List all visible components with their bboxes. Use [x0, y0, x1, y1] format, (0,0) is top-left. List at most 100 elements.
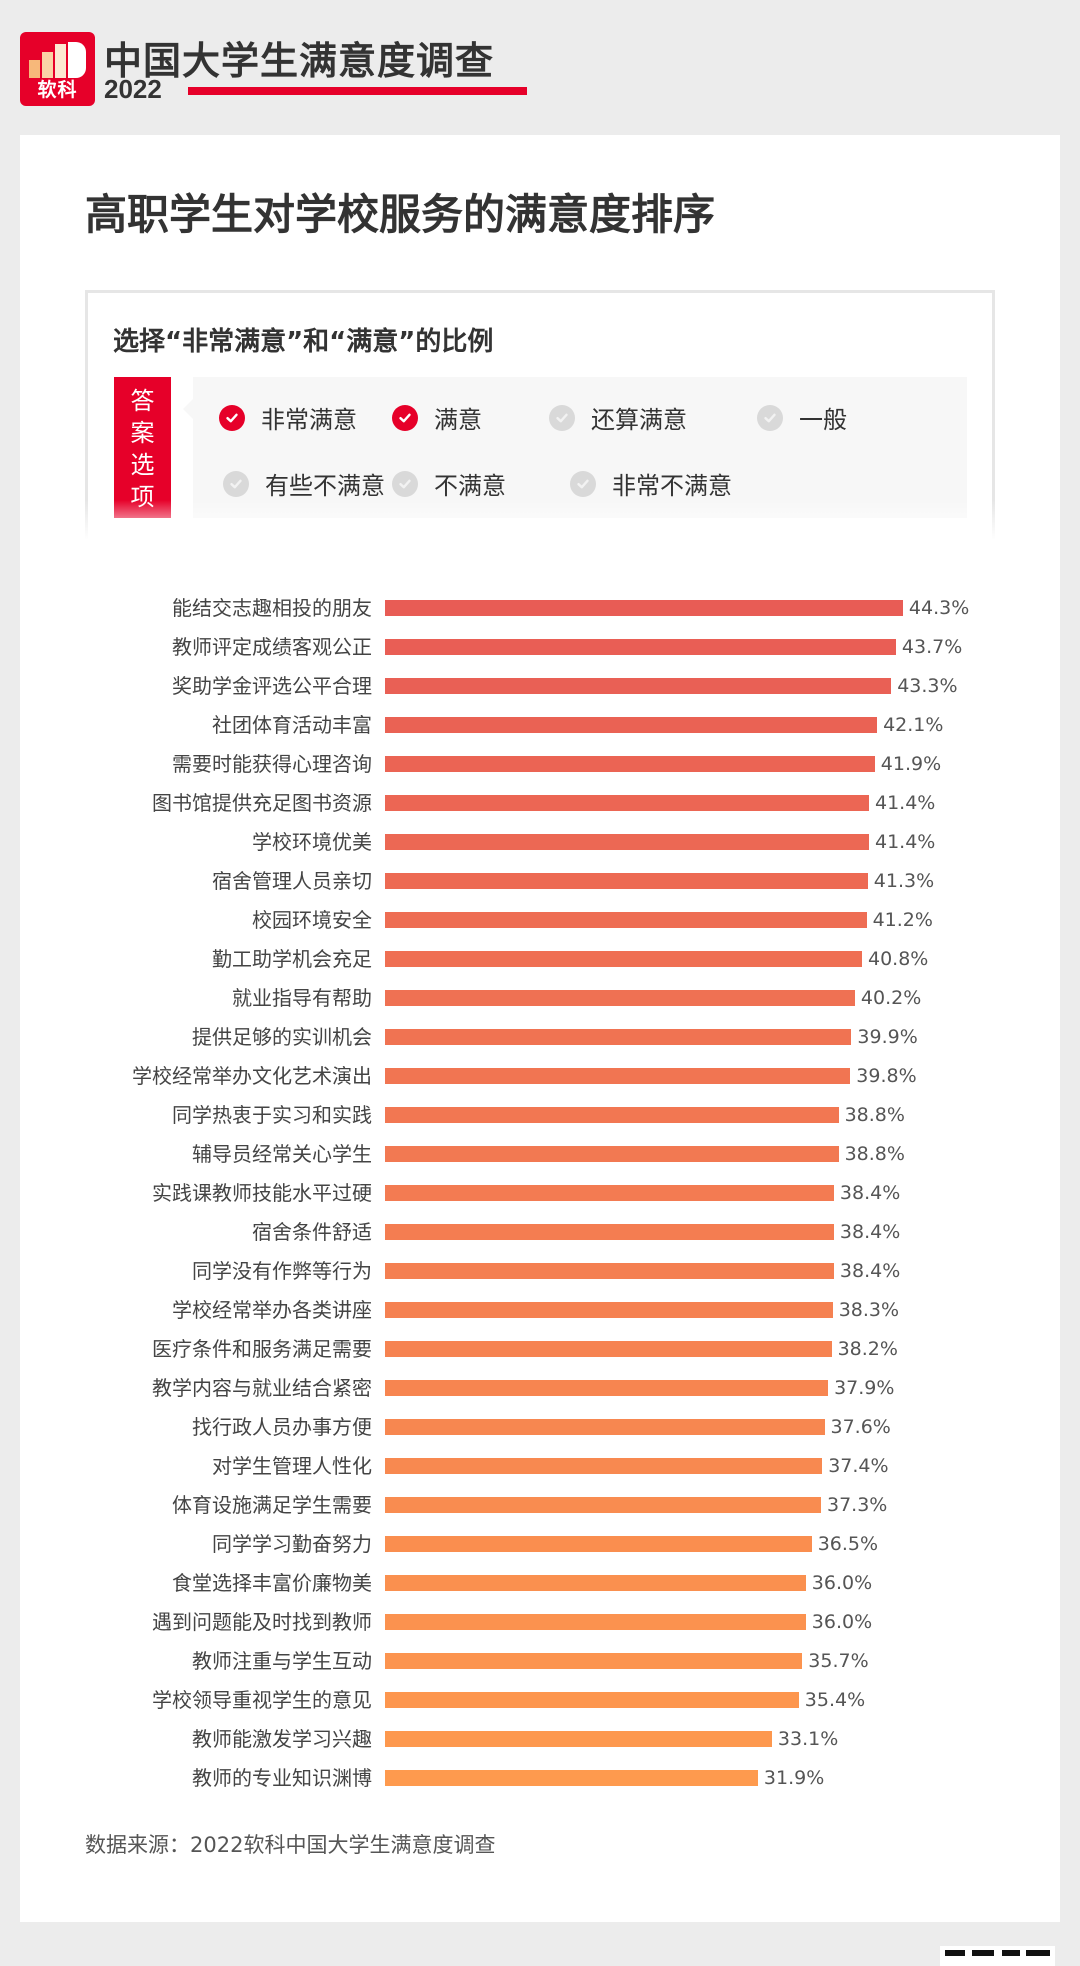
category-label: 找行政人员办事方便	[192, 1415, 372, 1439]
chart-row: 图书馆提供充足图书资源 41.4%	[20, 788, 1060, 818]
answer-option: 有些不满意	[223, 466, 385, 501]
answer-option-label: 非常不满意	[612, 472, 732, 500]
chart-row: 同学没有作弊等行为 38.4%	[20, 1256, 1060, 1286]
chart-row: 提供足够的实训机会 39.9%	[20, 1022, 1060, 1052]
logo-text: 软科	[37, 79, 78, 101]
answer-option-label: 满意	[434, 406, 482, 434]
category-label: 遇到问题能及时找到教师	[152, 1610, 372, 1634]
value-label: 38.4%	[839, 1221, 901, 1243]
data-bar	[385, 912, 867, 928]
category-label: 图书馆提供充足图书资源	[152, 791, 372, 815]
answer-option-label: 还算满意	[591, 406, 687, 434]
data-source: 数据来源：2022软科中国大学生满意度调查	[85, 1833, 496, 1857]
chart-row: 辅导员经常关心学生 38.8%	[20, 1139, 1060, 1169]
chart-row: 能结交志趣相投的朋友 44.3%	[20, 593, 1060, 623]
chart-row: 找行政人员办事方便 37.6%	[20, 1412, 1060, 1442]
chart-row: 体育设施满足学生需要 37.3%	[20, 1490, 1060, 1520]
category-label: 需要时能获得心理咨询	[172, 752, 372, 776]
category-label: 社团体育活动丰富	[212, 713, 372, 737]
chart-row: 校园环境安全 41.2%	[20, 905, 1060, 935]
options-tag-char: 案	[130, 419, 155, 447]
answer-option-label: 有些不满意	[265, 472, 385, 500]
content-card: 高职学生对学校服务的满意度排序 选择“非常满意”和“满意”的比例 答 案 选 项…	[20, 135, 1060, 1922]
options-tag-char: 项	[130, 483, 155, 511]
category-label: 教师评定成绩客观公正	[172, 635, 372, 659]
value-label: 33.1%	[777, 1728, 839, 1750]
data-bar	[385, 990, 855, 1006]
chart-row: 同学热衷于实习和实践 38.8%	[20, 1100, 1060, 1130]
value-label: 37.9%	[834, 1377, 895, 1399]
data-bar	[385, 1770, 758, 1786]
value-label: 38.3%	[838, 1299, 900, 1321]
logo-bar-icon	[42, 52, 53, 78]
answer-option-label: 非常满意	[261, 406, 357, 434]
data-bar	[385, 1146, 839, 1162]
chart-row: 遇到问题能及时找到教师 36.0%	[20, 1607, 1060, 1637]
category-label: 学校经常举办文化艺术演出	[132, 1064, 372, 1088]
data-bar	[385, 1302, 833, 1318]
chart-row: 需要时能获得心理咨询 41.9%	[20, 749, 1060, 779]
category-label: 教师的专业知识渊博	[192, 1766, 372, 1790]
data-bar	[385, 1263, 834, 1279]
data-bar	[385, 1692, 799, 1708]
data-bar	[385, 678, 892, 694]
answer-option: 满意	[392, 400, 482, 435]
value-label: 38.8%	[844, 1143, 905, 1165]
answer-option-label: 一般	[799, 406, 847, 434]
data-bar	[385, 1614, 806, 1630]
chart-row: 对学生管理人性化 37.4%	[20, 1451, 1060, 1481]
check-circle-inactive-icon	[570, 470, 596, 497]
answer-option: 非常满意	[219, 400, 357, 435]
data-bar	[385, 639, 896, 655]
data-bar	[385, 1575, 806, 1591]
data-bar	[385, 834, 869, 850]
chart-row: 社团体育活动丰富 42.1%	[20, 710, 1060, 740]
category-label: 同学热衷于实习和实践	[172, 1103, 372, 1127]
value-label: 44.3%	[908, 597, 970, 619]
data-bar	[385, 795, 869, 811]
value-label: 41.2%	[872, 909, 933, 931]
check-circle-inactive-icon	[392, 470, 418, 497]
value-label: 38.4%	[839, 1260, 901, 1282]
value-label: 37.6%	[830, 1416, 891, 1438]
category-label: 勤工助学机会充足	[212, 947, 372, 971]
chart-row: 医疗条件和服务满足需要 38.2%	[20, 1334, 1060, 1364]
chart-row: 教师的专业知识渊博 31.9%	[20, 1763, 1060, 1793]
chart-row: 教师注重与学生互动 35.7%	[20, 1646, 1060, 1676]
value-label: 38.4%	[839, 1182, 901, 1204]
data-bar	[385, 1185, 834, 1201]
data-bar	[385, 1497, 821, 1513]
data-bar	[385, 1536, 812, 1552]
category-label: 校园环境安全	[252, 908, 372, 932]
category-label: 同学学习勤奋努力	[212, 1532, 372, 1556]
data-bar	[385, 1731, 772, 1747]
brand-title: 中国大学生满意度调查	[104, 39, 495, 83]
value-label: 31.9%	[763, 1767, 825, 1789]
chart-row: 学校环境优美 41.4%	[20, 827, 1060, 857]
data-bar	[385, 756, 875, 772]
category-label: 实践课教师技能水平过硬	[152, 1181, 372, 1205]
answer-option: 不满意	[392, 466, 506, 501]
category-label: 辅导员经常关心学生	[192, 1142, 372, 1166]
value-label: 37.3%	[827, 1494, 888, 1516]
category-label: 学校环境优美	[252, 830, 372, 854]
logo-r-icon	[68, 42, 86, 78]
category-label: 提供足够的实训机会	[192, 1025, 372, 1049]
chart-row: 教师评定成绩客观公正 43.7%	[20, 632, 1060, 662]
value-label: 38.8%	[844, 1104, 905, 1126]
category-label: 奖助学金评选公平合理	[172, 674, 372, 698]
chart-row: 同学学习勤奋努力 36.5%	[20, 1529, 1060, 1559]
chart-row: 奖助学金评选公平合理 43.3%	[20, 671, 1060, 701]
category-label: 教师注重与学生互动	[192, 1649, 372, 1673]
value-label: 36.5%	[817, 1533, 879, 1555]
value-label: 39.8%	[856, 1065, 917, 1087]
category-label: 对学生管理人性化	[212, 1454, 372, 1478]
data-bar	[385, 951, 862, 967]
category-label: 体育设施满足学生需要	[172, 1493, 372, 1517]
options-tag-char: 选	[130, 451, 155, 479]
logo-bar-icon	[55, 44, 66, 78]
chart-row: 教学内容与就业结合紧密 37.9%	[20, 1373, 1060, 1403]
category-label: 医疗条件和服务满足需要	[152, 1337, 372, 1361]
brand-year: 2022	[104, 74, 162, 104]
value-label: 41.9%	[880, 753, 942, 775]
